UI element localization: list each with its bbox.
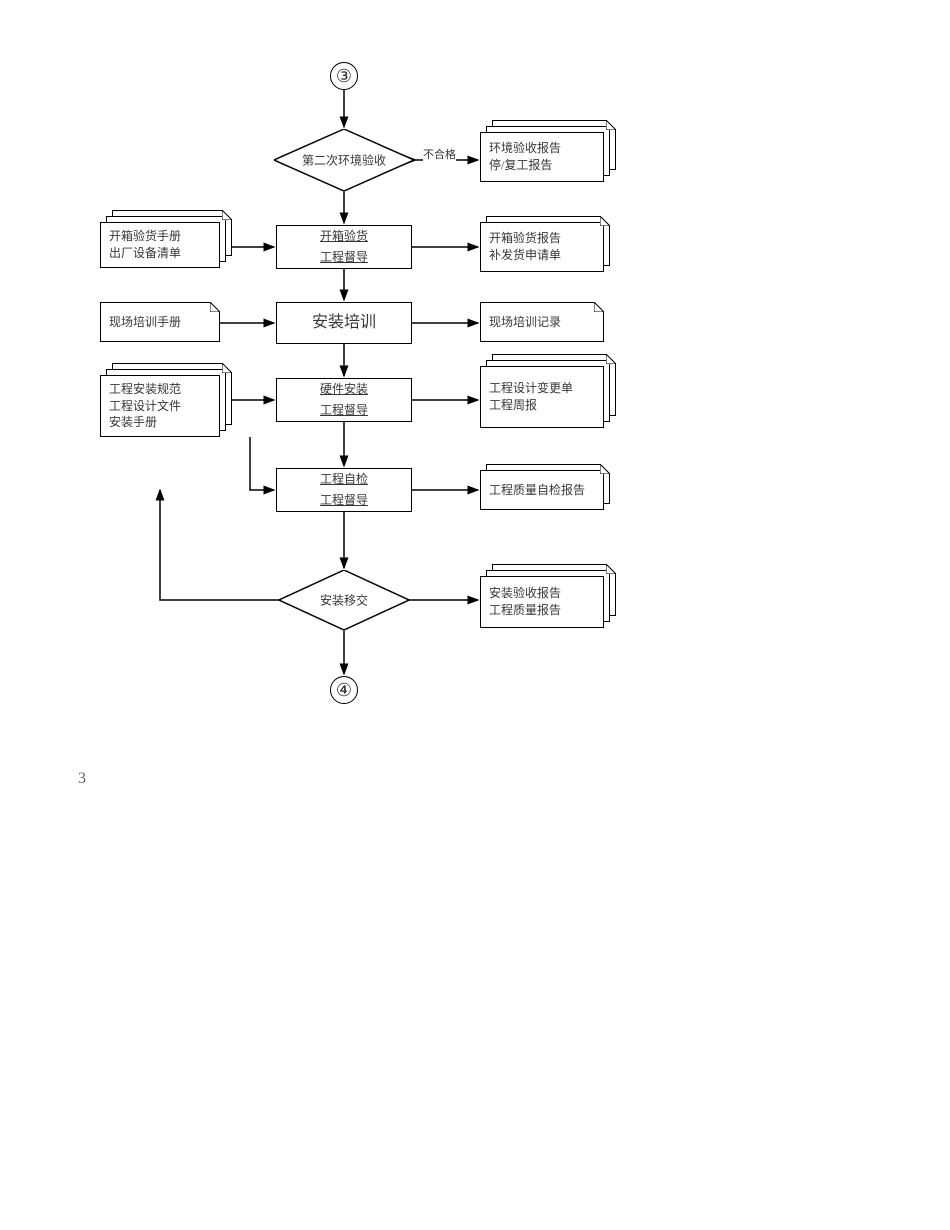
connector-end-label: ④ [336,680,352,701]
doc-R2-front: 开箱验货报告补发货申请单 [480,222,604,272]
doc-R4-line: 工程设计变更单 [489,380,573,397]
doc-L1-line: 开箱验货手册 [109,228,181,245]
process-install-training: 安装培训 [276,302,412,344]
doc-R3: 现场培训记录 [480,302,604,342]
doc-R1: 环境验收报告停/复工报告 [480,132,616,194]
process-hardware-install-bottom: 工程督导 [277,400,411,421]
process-hardware-install-top: 硬件安装 [277,379,411,400]
doc-R6: 安装验收报告工程质量报告 [480,576,616,640]
decision-env-accept: 第二次环境验收 [274,129,414,191]
process-unbox-inspect-top: 开箱验货 [277,226,411,247]
doc-L3-line: 安装手册 [109,414,157,431]
process-unbox-inspect: 开箱验货 工程督导 [276,225,412,269]
doc-R2-line: 补发货申请单 [489,247,561,264]
process-self-check-bottom: 工程督导 [277,490,411,511]
process-hardware-install: 硬件安装 工程督导 [276,378,412,422]
doc-R2-line: 开箱验货报告 [489,230,561,247]
doc-L2: 现场培训手册 [100,302,220,342]
doc-R1-line: 停/复工报告 [489,157,552,174]
connector-end: ④ [330,676,358,704]
doc-L1-front: 开箱验货手册出厂设备清单 [100,222,220,268]
decision-env-accept-label: 第二次环境验收 [274,152,414,169]
doc-R4: 工程设计变更单工程周报 [480,366,616,440]
page-number: 3 [78,770,86,788]
doc-L3-front: 工程安装规范工程设计文件安装手册 [100,375,220,437]
doc-R3-line: 现场培训记录 [489,314,561,331]
process-self-check: 工程自检 工程督导 [276,468,412,512]
doc-R6-line: 安装验收报告 [489,585,561,602]
doc-L3-line: 工程安装规范 [109,381,181,398]
doc-R1-front: 环境验收报告停/复工报告 [480,132,604,182]
doc-L3-line: 工程设计文件 [109,398,181,415]
doc-R4-line: 工程周报 [489,397,537,414]
process-install-training-label: 安装培训 [312,313,376,332]
decision-install-handover-label: 安装移交 [279,592,409,609]
doc-L1-line: 出厂设备清单 [109,245,181,262]
doc-L1: 开箱验货手册出厂设备清单 [100,222,232,280]
doc-L2-front: 现场培训手册 [100,302,220,342]
edge-label-fail: 不合格 [423,146,456,162]
process-self-check-top: 工程自检 [277,469,411,490]
doc-R1-line: 环境验收报告 [489,140,561,157]
doc-R2: 开箱验货报告补发货申请单 [480,222,610,278]
doc-R3-front: 现场培训记录 [480,302,604,342]
doc-R5-line: 工程质量自检报告 [489,482,585,499]
doc-R5: 工程质量自检报告 [480,470,610,516]
doc-R5-front: 工程质量自检报告 [480,470,604,510]
flowchart-canvas: ③ ④ 第二次环境验收 安装移交 不合格 开箱验货 工程督导 安装培训 硬件安装… [0,0,950,1230]
doc-L2-line: 现场培训手册 [109,314,181,331]
doc-L3: 工程安装规范工程设计文件安装手册 [100,375,232,449]
doc-R6-line: 工程质量报告 [489,602,561,619]
doc-R6-front: 安装验收报告工程质量报告 [480,576,604,628]
doc-R4-front: 工程设计变更单工程周报 [480,366,604,428]
edges-layer [0,0,950,1230]
decision-install-handover: 安装移交 [279,570,409,630]
connector-start-label: ③ [336,66,352,87]
process-unbox-inspect-bottom: 工程督导 [277,247,411,268]
connector-start: ③ [330,62,358,90]
